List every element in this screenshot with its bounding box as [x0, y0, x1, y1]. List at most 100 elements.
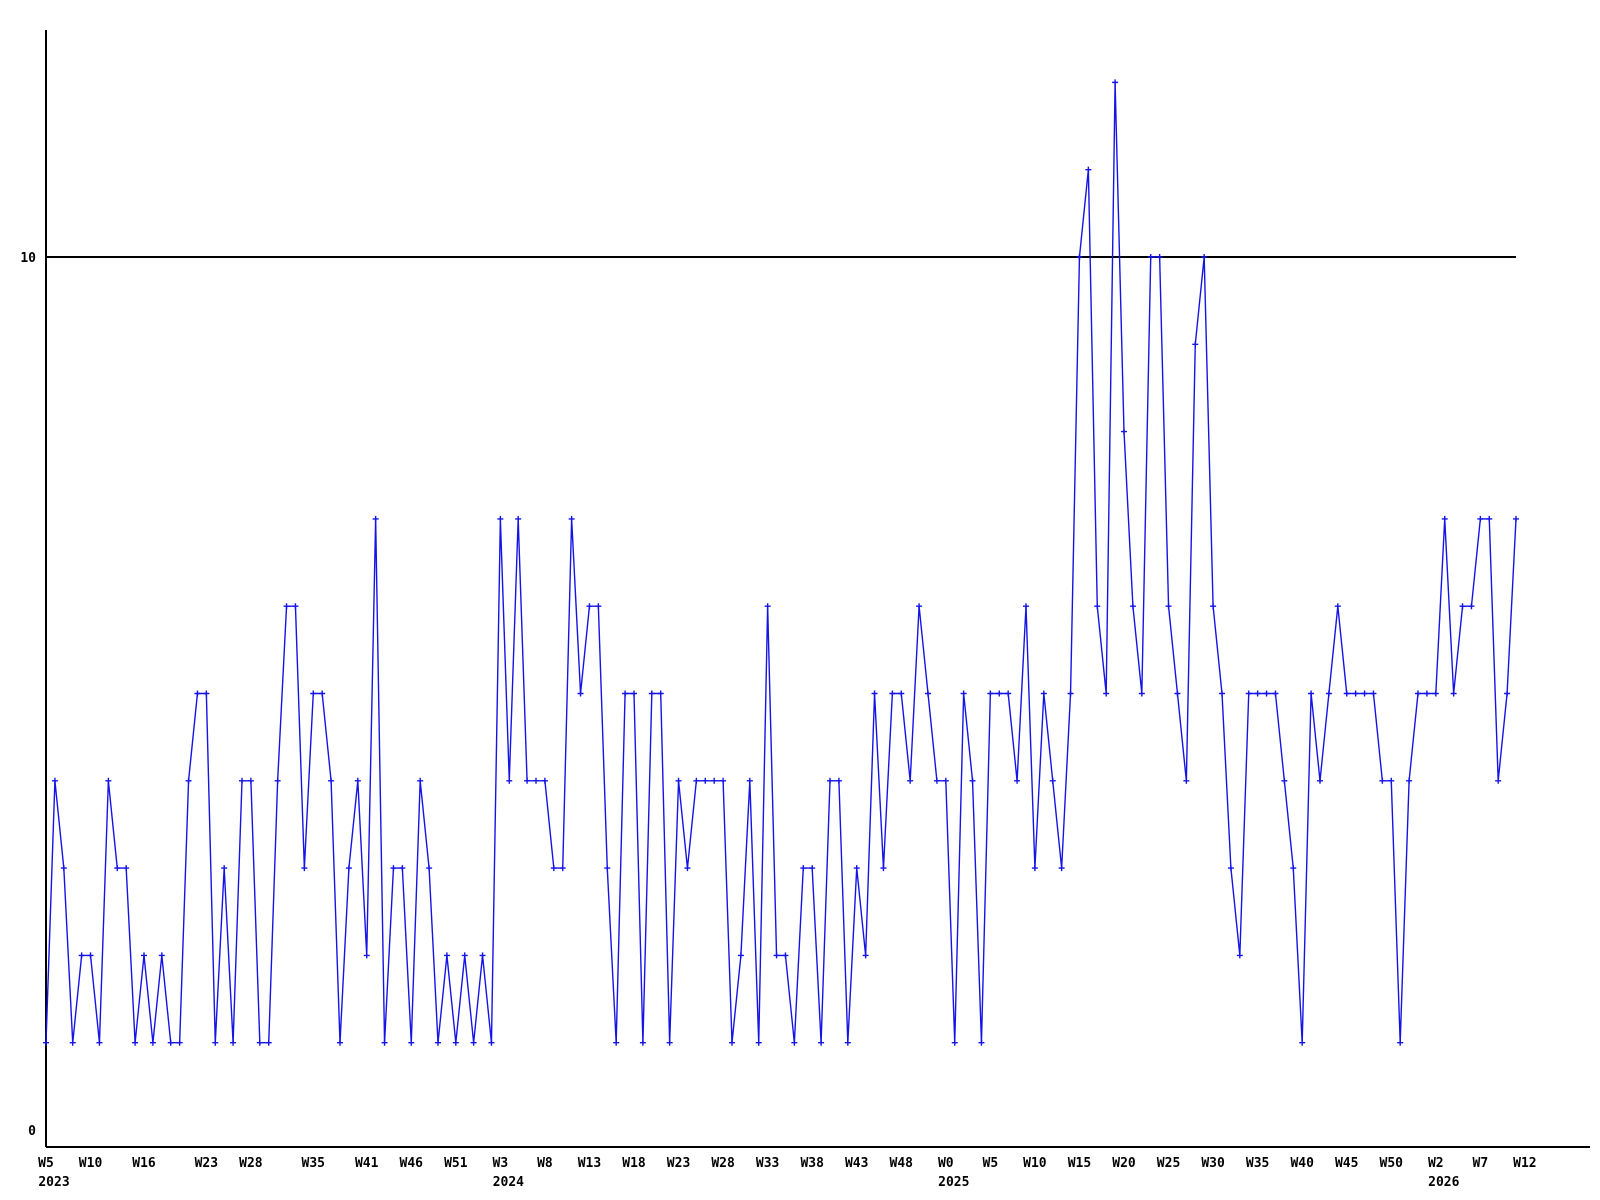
data-point-marker: [1477, 515, 1484, 522]
data-point-marker: [132, 1039, 139, 1046]
data-point-marker: [907, 777, 914, 784]
data-point-marker: [541, 777, 548, 784]
data-point-marker: [996, 690, 1003, 697]
x-tick-labels-group: W5 W10 W16 W23 W28 W35 W41 W46 W51 W3 W8 W13 W18 W23 W…: [38, 1156, 1536, 1171]
data-point-marker: [1201, 253, 1208, 260]
data-point-marker: [720, 777, 727, 784]
data-point-marker: [1441, 515, 1448, 522]
data-point-marker: [1103, 690, 1110, 697]
data-point-marker: [1388, 777, 1395, 784]
x-tick-label: W8: [537, 1156, 553, 1171]
x-tick-label: W5: [38, 1156, 54, 1171]
x-tick-label: W10: [79, 1156, 103, 1171]
data-point-marker: [960, 690, 967, 697]
data-point-marker: [515, 515, 522, 522]
data-point-marker: [533, 777, 539, 784]
data-point-marker: [729, 1039, 735, 1046]
data-point-marker: [479, 952, 486, 959]
data-point-marker: [230, 1039, 237, 1046]
data-point-marker: [452, 1039, 459, 1046]
data-point-marker: [1504, 690, 1511, 697]
data-point-marker: [390, 865, 397, 872]
data-point-marker: [292, 603, 299, 610]
data-point-marker: [1014, 777, 1021, 784]
data-point-marker: [1290, 865, 1297, 872]
x-year-label: 2023: [38, 1175, 69, 1190]
x-tick-label: W50: [1380, 1156, 1404, 1171]
x-tick-label: W48: [890, 1156, 914, 1171]
x-tick-label: W12: [1513, 1156, 1536, 1171]
data-point-marker: [898, 690, 905, 697]
data-point-marker: [372, 515, 379, 522]
data-point-marker: [1112, 79, 1119, 86]
data-point-marker: [354, 777, 361, 784]
x-tick-label: W41: [355, 1156, 379, 1171]
x-tick-label: W25: [1157, 1156, 1180, 1171]
data-point-marker: [550, 865, 557, 872]
data-point-marker: [497, 515, 504, 522]
data-point-marker: [764, 603, 771, 610]
data-point-marker: [1174, 690, 1181, 697]
data-point-marker: [158, 952, 165, 959]
data-point-marker: [577, 690, 584, 697]
data-point-marker: [141, 952, 147, 959]
data-point-marker: [176, 1039, 183, 1046]
data-point-marker: [648, 690, 655, 697]
data-point-marker: [247, 777, 254, 784]
data-point-marker: [1397, 1039, 1404, 1046]
x-tick-label: W3: [493, 1156, 509, 1171]
data-point-marker: [337, 1039, 343, 1046]
data-point-marker: [586, 603, 593, 610]
data-point-marker: [506, 777, 513, 784]
data-point-marker: [1263, 690, 1270, 697]
x-tick-label: W13: [578, 1156, 601, 1171]
data-point-marker: [942, 777, 949, 784]
data-point-marker: [1165, 603, 1172, 610]
data-point-marker: [265, 1039, 272, 1046]
data-point-marker: [657, 690, 664, 697]
data-point-marker: [1299, 1039, 1306, 1046]
data-point-marker: [1210, 603, 1217, 610]
data-point-marker: [880, 865, 887, 872]
data-point-marker: [1325, 690, 1332, 697]
data-point-marker: [96, 1039, 103, 1046]
data-point-marker: [773, 952, 780, 959]
data-point-marker: [1423, 690, 1430, 697]
data-point-marker: [622, 690, 629, 697]
data-point-marker: [1352, 690, 1359, 697]
data-point-marker: [809, 865, 816, 872]
data-point-marker: [381, 1039, 388, 1046]
data-point-marker: [43, 1039, 49, 1046]
data-point-marker: [746, 777, 753, 784]
x-tick-label: W23: [195, 1156, 218, 1171]
data-point-marker: [399, 865, 406, 872]
data-point-marker: [1067, 690, 1074, 697]
data-point-marker: [1370, 690, 1377, 697]
data-point-marker: [1272, 690, 1279, 697]
data-point-marker: [1495, 777, 1502, 784]
x-tick-label: W16: [132, 1156, 156, 1171]
data-point-marker: [1094, 603, 1101, 610]
x-tick-label: W35: [1246, 1156, 1269, 1171]
data-point-marker: [1450, 690, 1457, 697]
data-point-marker: [1254, 690, 1261, 697]
data-point-marker: [203, 690, 210, 697]
data-point-marker: [435, 1039, 441, 1046]
data-point-marker: [87, 952, 94, 959]
data-point-marker: [1085, 166, 1092, 173]
data-point-marker: [78, 952, 85, 959]
x-year-label: 2024: [493, 1175, 524, 1190]
data-point-marker: [827, 777, 833, 784]
data-point-marker: [426, 865, 433, 872]
data-point-marker: [755, 1039, 762, 1046]
data-point-marker: [853, 865, 860, 872]
data-point-marker: [684, 865, 691, 872]
x-tick-label: W51: [444, 1156, 468, 1171]
data-point-marker: [559, 865, 566, 872]
data-point-marker: [737, 952, 744, 959]
data-point-marker: [987, 690, 994, 697]
data-point-marker: [185, 777, 192, 784]
x-tick-label: W7: [1473, 1156, 1489, 1171]
data-point-marker: [1415, 690, 1421, 697]
